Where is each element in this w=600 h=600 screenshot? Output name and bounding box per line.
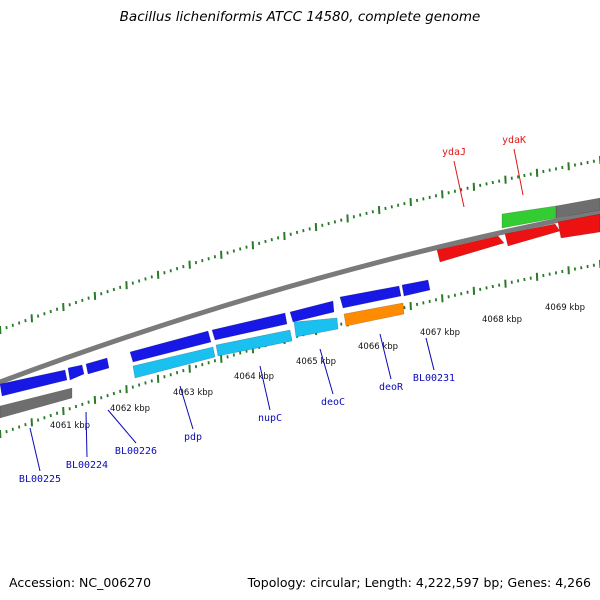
gene-label-leader (179, 385, 194, 430)
gene-cds-nupC-light[interactable] (215, 329, 293, 357)
ruler-labels: 4061 kbp 4062 kbp 4063 kbp 4064 kbp 4065 kbp… (50, 303, 585, 431)
ruler-label: 4067 kbp (420, 328, 460, 338)
gene-labels: BL00225 BL00224 BL00226 pdp nupC deoC deoR BL00… (19, 135, 526, 485)
accession-text: Accession: NC_006270 (9, 575, 152, 590)
feature-green[interactable] (501, 205, 557, 229)
gene-cds-BL00224[interactable] (67, 364, 85, 381)
gene-label-leader (107, 409, 137, 444)
gene-cds-deoC-a[interactable] (289, 300, 335, 323)
gene-label-leader (425, 337, 435, 371)
ruler-label: 4068 kbp (482, 315, 522, 325)
gene-cds-BL00231[interactable] (401, 279, 431, 297)
ruler-label: 4069 kbp (545, 303, 585, 313)
gene-label-BL00231[interactable]: BL00231 (413, 373, 455, 384)
gene-label-leader (453, 160, 465, 208)
ruler-label: 4066 kbp (358, 342, 398, 352)
gene-label-pdp[interactable]: pdp (184, 432, 202, 443)
gene-cds-BL00226[interactable] (85, 357, 110, 375)
gene-label-leader (379, 333, 392, 380)
gene-label-BL00224[interactable]: BL00224 (66, 460, 108, 471)
gene-label-ydaJ[interactable]: ydaJ (442, 147, 466, 158)
gene-label-leader (259, 365, 271, 411)
gene-ydaJ[interactable] (436, 235, 505, 263)
gene-label-leader (85, 411, 88, 458)
feature-gray-left[interactable] (0, 387, 73, 419)
gene-label-leader (29, 427, 41, 472)
gene-label-nupC[interactable]: nupC (258, 413, 282, 424)
feature-track[interactable] (0, 197, 600, 419)
gene-label-leader (513, 148, 524, 196)
genome-summary-text: Topology: circular; Length: 4,222,597 bp… (247, 575, 591, 590)
gene-label-leader (319, 348, 334, 395)
ruler-label: 4063 kbp (173, 388, 213, 398)
gene-rna-deoR[interactable] (343, 302, 405, 327)
gene-label-ydaK[interactable]: ydaK (502, 135, 526, 146)
ruler-label: 4065 kbp (296, 357, 336, 367)
gene-cds-deoC-light[interactable] (293, 317, 339, 338)
ruler-label: 4062 kbp (110, 404, 150, 414)
genome-backbone (0, 209, 600, 385)
gene-cds-nupC-a[interactable] (211, 312, 288, 341)
gene-label-deoC[interactable]: deoC (321, 397, 345, 408)
gene-cds-deoR-a[interactable] (339, 285, 402, 309)
page-title: Bacillus licheniformis ATCC 14580, compl… (119, 9, 481, 25)
gene-label-BL00225[interactable]: BL00225 (19, 474, 61, 485)
outer-ruler (0, 156, 600, 335)
gene-red-right[interactable] (557, 213, 600, 239)
gene-cds-BL00225[interactable] (0, 369, 68, 397)
gene-cds-pdp-light[interactable] (132, 346, 216, 379)
gene-label-deoR[interactable]: deoR (379, 382, 404, 393)
gene-cds-pdp-a[interactable] (129, 330, 212, 363)
ruler-label: 4064 kbp (234, 372, 274, 382)
gene-label-BL00226[interactable]: BL00226 (115, 446, 157, 457)
ruler-label: 4061 kbp (50, 421, 90, 431)
